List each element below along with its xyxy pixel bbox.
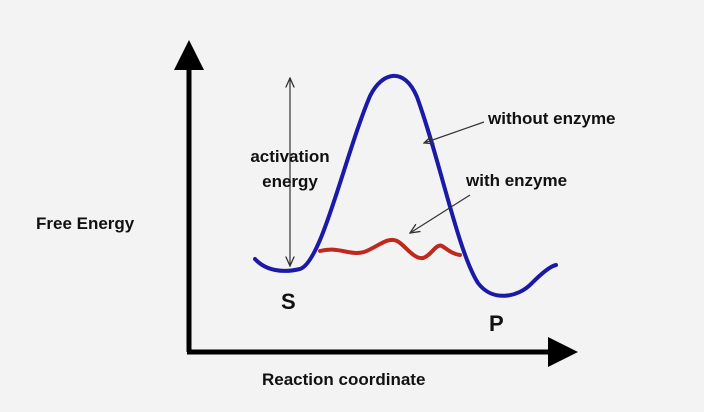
uncatalyzed-energy-curve (253, 73, 558, 298)
with-enzyme-pointer (410, 194, 471, 233)
y-axis-label: Free Energy (36, 214, 135, 233)
substrate-label: S (281, 289, 296, 314)
without-enzyme-label: without enzyme (488, 109, 616, 128)
catalyzed-energy-curve (318, 237, 462, 261)
activation-label-line2: energy (262, 171, 318, 191)
x-axis-label: Reaction coordinate (262, 370, 426, 389)
activation-label-line1: activation (250, 147, 330, 166)
product-label: P (489, 311, 504, 336)
with-enzyme-label: with enzyme (466, 171, 568, 190)
activation-energy-label: activation energy (221, 147, 359, 191)
without-enzyme-pointer (424, 121, 485, 143)
